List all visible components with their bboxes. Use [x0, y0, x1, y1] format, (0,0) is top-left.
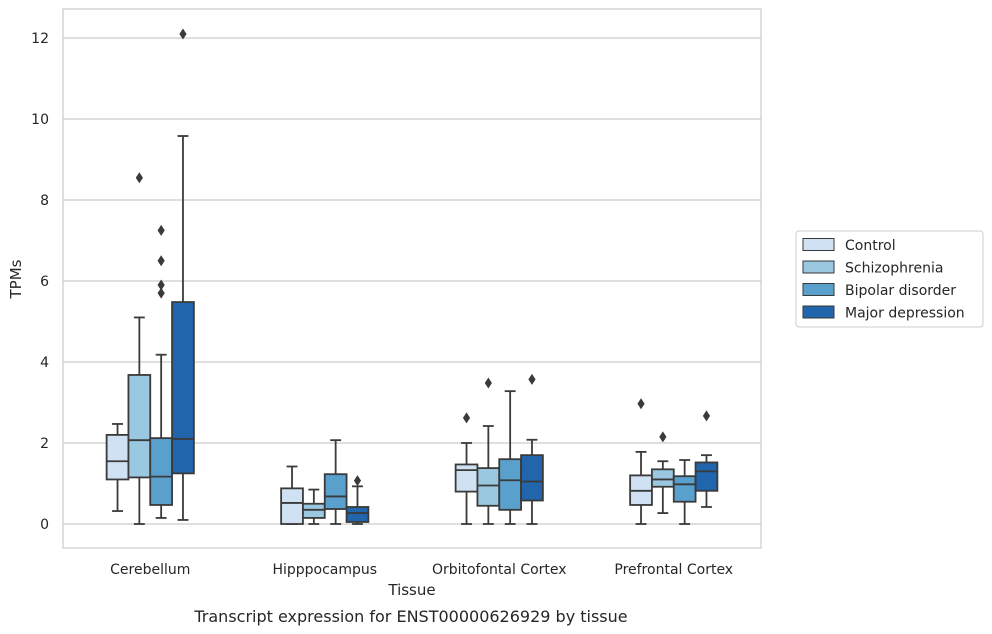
legend-label: Bipolar disorder — [845, 283, 956, 299]
y-tick-label: 10 — [31, 112, 49, 128]
box-iqr — [476, 467, 501, 507]
outlier-point — [179, 28, 187, 40]
outlier-point — [462, 412, 471, 424]
box-iqr — [171, 301, 195, 475]
box-iqr — [498, 458, 522, 511]
box-1-1 — [302, 488, 326, 525]
box-iqr — [672, 475, 697, 503]
box-iqr — [280, 487, 304, 525]
box-0-0 — [105, 423, 130, 512]
box-iqr — [345, 506, 370, 523]
outlier-point — [353, 475, 362, 487]
legend-label: Schizophrenia — [845, 261, 943, 277]
x-axis-label: Tissue — [387, 581, 435, 599]
y-axis-label: TPMs — [7, 259, 25, 299]
plot-frame — [62, 8, 762, 549]
box-iqr — [651, 468, 675, 488]
box-plots — [105, 28, 719, 525]
y-tick-label: 2 — [40, 436, 49, 452]
y-tick-labels: 0 2 4 6 8 10 12 — [31, 31, 49, 533]
box-3-3 — [694, 410, 719, 508]
outlier-point — [659, 431, 667, 443]
outlier-point — [157, 224, 165, 236]
box-3-0 — [629, 398, 653, 525]
box-2-0 — [454, 412, 479, 525]
box-iqr — [302, 502, 326, 519]
outlier-point — [528, 373, 536, 385]
box-2-3 — [520, 373, 544, 525]
legend-label: Major depression — [845, 306, 965, 322]
y-tick-label: 6 — [40, 274, 49, 290]
legend-swatch — [802, 305, 835, 319]
y-tick-label: 12 — [31, 31, 49, 47]
box-iqr — [105, 433, 130, 481]
legend-frame — [795, 230, 984, 328]
box-0-1 — [127, 172, 152, 525]
outlier-point — [702, 410, 711, 422]
outlier-point — [157, 287, 165, 299]
box-iqr — [454, 463, 479, 493]
x-tick-label: Hipppocampus — [272, 562, 377, 578]
outlier-point — [637, 398, 645, 410]
box-0-3 — [171, 28, 195, 521]
x-tick-label: Orbitofontal Cortex — [432, 562, 567, 578]
outlier-point — [135, 172, 143, 184]
box-0-2 — [149, 224, 173, 519]
box-3-1 — [651, 431, 675, 514]
y-tick-label: 4 — [40, 355, 49, 371]
x-tick-labels: Cerebellum Hipppocampus Orbitofontal Corte… — [110, 562, 733, 578]
box-iqr — [323, 473, 348, 510]
legend-swatch — [802, 283, 835, 296]
outlier-point — [157, 255, 165, 267]
box-iqr — [520, 454, 544, 502]
outlier-point — [484, 377, 492, 389]
legend: Control Schizophrenia Bipolar disorder Majo… — [795, 230, 984, 328]
outlier-point — [157, 279, 165, 291]
legend-label: Control — [845, 238, 896, 254]
box-1-3 — [345, 475, 370, 525]
box-iqr — [694, 461, 719, 492]
y-tick-label: 0 — [40, 517, 49, 533]
legend-swatch — [802, 260, 835, 274]
y-tick-label: 8 — [40, 193, 49, 209]
box-2-2 — [498, 390, 522, 525]
box-iqr — [149, 437, 173, 506]
x-tick-label: Cerebellum — [110, 562, 190, 578]
box-iqr — [127, 374, 152, 479]
figure-caption: Transcript expression for ENST0000062692… — [193, 607, 627, 626]
legend-swatch — [802, 238, 835, 251]
x-tick-label: Prefrontal Cortex — [614, 562, 733, 578]
box-1-2 — [323, 439, 348, 525]
